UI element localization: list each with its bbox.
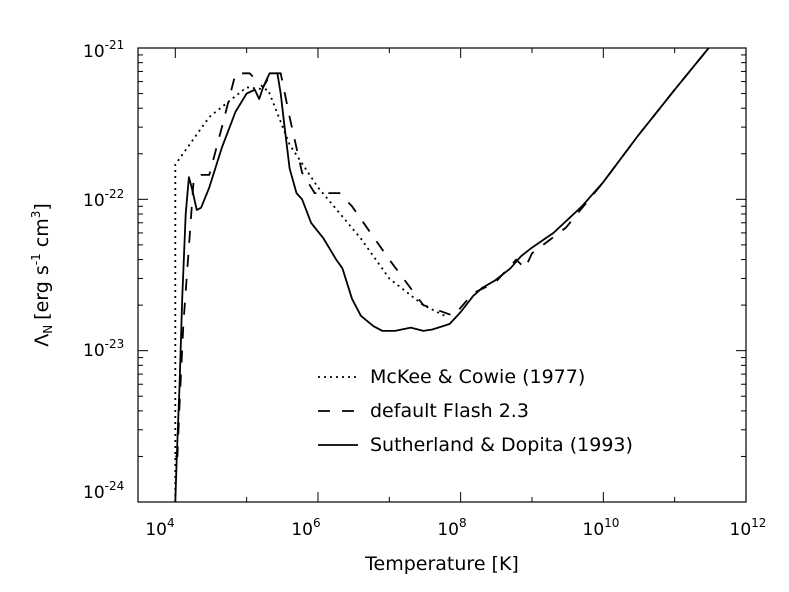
series-line-2 [175, 47, 710, 458]
x-tick-label: 1012 [730, 516, 767, 540]
axis-ticks [138, 47, 747, 503]
x-tick-label: 1010 [583, 516, 620, 540]
plot-area [174, 47, 710, 503]
y-tick-label: 10-22 [83, 187, 124, 211]
y-axis-title: ΛN[erg s-1 cm3] [29, 203, 55, 347]
legend-label-flash: default Flash 2.3 [370, 400, 529, 422]
x-tick-label: 106 [291, 516, 320, 540]
legend-label-sutherland: Sutherland & Dopita (1993) [370, 434, 633, 456]
x-axis-title: Temperature [K] [364, 553, 519, 575]
x-tick-label: 108 [437, 516, 466, 540]
series-line-3 [174, 47, 710, 503]
legend-label-mckee: McKee & Cowie (1977) [370, 366, 585, 388]
y-tick-labels: 10-24 10-23 10-22 10-21 [83, 38, 124, 503]
plot-frame [137, 47, 747, 503]
x-tick-labels: 104 106 108 1010 1012 [145, 516, 766, 540]
y-tick-label: 10-23 [83, 337, 124, 361]
legend: McKee & Cowie (1977) default Flash 2.3 S… [318, 366, 633, 456]
y-tick-label: 10-21 [83, 38, 124, 62]
y-tick-label: 10-24 [83, 479, 124, 503]
x-tick-label: 104 [145, 516, 174, 540]
